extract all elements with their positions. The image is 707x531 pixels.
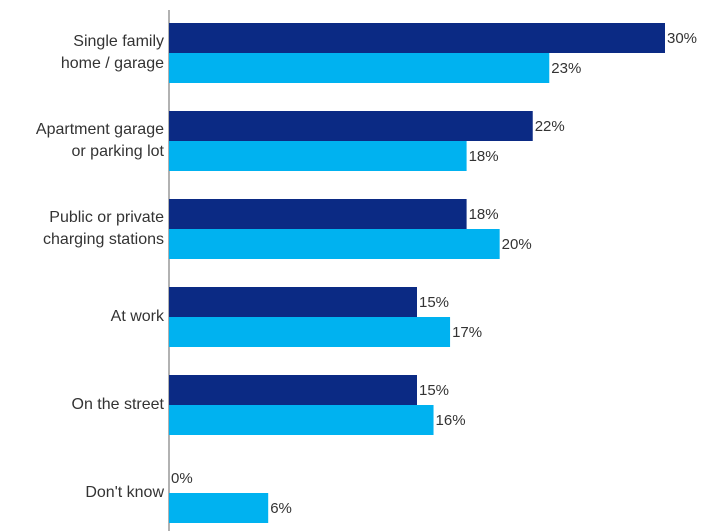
value-label: 15% xyxy=(419,382,449,399)
bar xyxy=(169,405,434,435)
bar xyxy=(169,287,417,317)
value-label: 22% xyxy=(535,118,565,135)
value-label: 15% xyxy=(419,294,449,311)
bar xyxy=(169,23,665,53)
value-label: 18% xyxy=(469,148,499,165)
bar xyxy=(169,229,500,259)
bar xyxy=(169,141,467,171)
bar xyxy=(169,53,550,83)
category-label: On the street xyxy=(71,396,165,413)
value-label: 30% xyxy=(667,30,697,47)
value-label: 23% xyxy=(551,60,581,77)
bar xyxy=(169,375,417,405)
category-label: Single family home / garage xyxy=(60,33,164,72)
bar xyxy=(169,317,451,347)
value-label: 18% xyxy=(469,206,499,223)
value-label: 17% xyxy=(452,324,482,341)
value-label: 20% xyxy=(502,236,532,253)
category-label: At work xyxy=(110,308,164,325)
value-label: 0% xyxy=(171,470,193,487)
bar xyxy=(169,199,467,229)
value-label: 16% xyxy=(436,412,466,429)
bar xyxy=(169,111,533,141)
bar xyxy=(169,493,269,523)
value-label: 6% xyxy=(270,500,292,517)
category-label: Don't know xyxy=(85,484,164,501)
category-label: Public or private charging stations xyxy=(43,209,164,248)
category-label: Apartment garage or parking lot xyxy=(35,121,164,160)
